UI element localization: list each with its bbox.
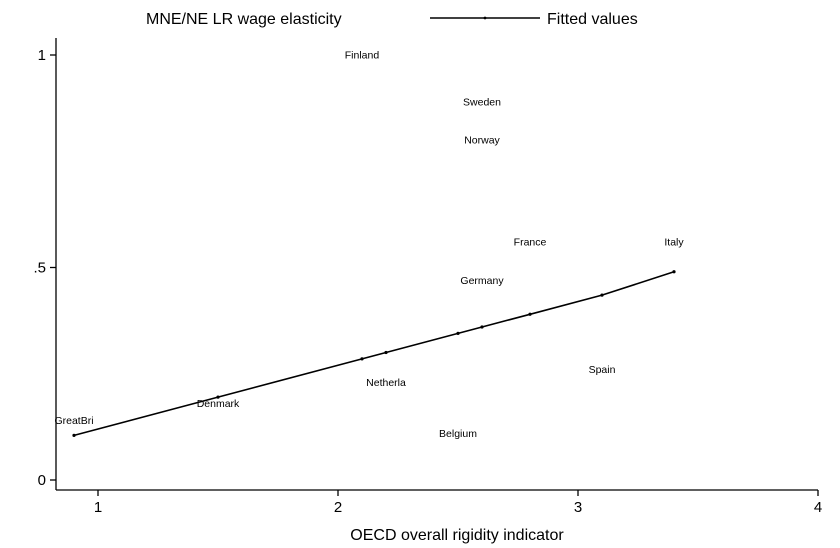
x-axis-title: OECD overall rigidity indicator: [350, 527, 564, 544]
country-label-sweden: Sweden: [463, 96, 501, 108]
fitted-value-point: [600, 293, 604, 297]
country-label-italy: Italy: [664, 237, 684, 249]
legend-fitted-line-marker: [483, 16, 487, 20]
country-label-finland: Finland: [345, 50, 380, 62]
y-tick-label: .5: [33, 260, 46, 277]
fitted-value-point: [456, 331, 460, 335]
fitted-value-point: [384, 350, 388, 355]
fitted-value-point: [72, 433, 76, 437]
country-label-france: France: [514, 237, 547, 249]
y-tick-label: 0: [38, 472, 46, 489]
country-label-netherla: Netherla: [366, 377, 406, 389]
legend: MNE/NE LR wage elasticity Fitted values: [146, 11, 638, 28]
fitted-value-point: [360, 357, 364, 361]
country-label-spain: Spain: [589, 364, 616, 376]
fitted-values-series: [72, 270, 676, 437]
fitted-values-line: [73, 271, 675, 437]
legend-label-elasticity: MNE/NE LR wage elasticity: [146, 11, 342, 28]
x-tick-label: 1: [94, 499, 102, 516]
y-tick-label: 1: [38, 47, 46, 64]
country-label-germany: Germany: [460, 275, 504, 287]
x-axis-ticks: 1 2 3 4: [94, 490, 822, 516]
y-axis-ticks: 0.51: [33, 47, 56, 489]
x-tick-label: 2: [334, 499, 342, 516]
country-label-denmark: Denmark: [197, 398, 240, 410]
fitted-value-point: [480, 325, 484, 329]
country-label-belgium: Belgium: [439, 428, 477, 440]
x-tick-label: 4: [814, 499, 822, 516]
fitted-value-point: [528, 312, 532, 316]
fitted-value-point: [672, 270, 676, 274]
country-labels-series: Finland Sweden Norway France Italy Germany Spa…: [54, 50, 684, 440]
fitted-value-point: [216, 395, 220, 399]
x-tick-label: 3: [574, 499, 582, 516]
country-label-norway: Norway: [464, 135, 500, 147]
legend-label-fitted-values: Fitted values: [547, 11, 638, 28]
country-label-greatbri: GreatBri: [54, 415, 93, 427]
